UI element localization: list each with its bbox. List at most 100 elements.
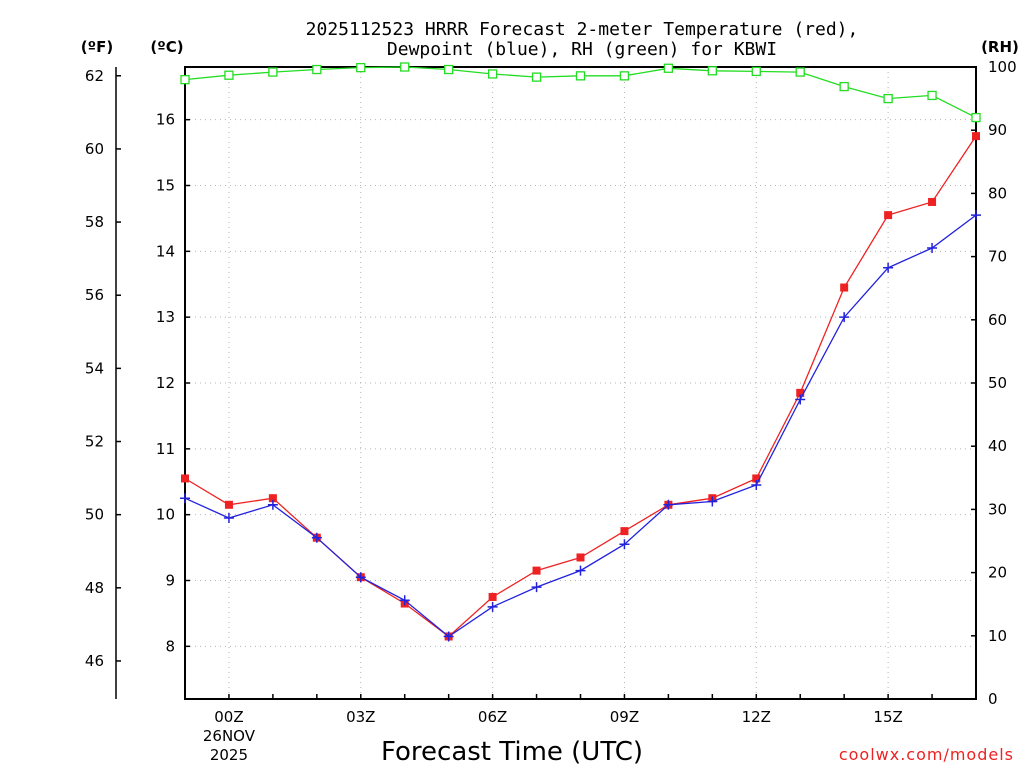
fahrenheit-tick-label: 52 [85, 433, 104, 451]
fahrenheit-tick-label: 50 [85, 506, 104, 524]
rh-tick-label: 80 [988, 184, 1007, 202]
fahrenheit-tick-label: 54 [85, 359, 104, 377]
temperature-point [972, 132, 980, 141]
dewpoint-point [795, 394, 806, 405]
temperature-point [840, 283, 849, 292]
temperature-point [181, 474, 189, 483]
celsius-tick-label: 14 [156, 242, 175, 260]
rh-point [575, 71, 586, 81]
rh-tick-label: 100 [988, 58, 1017, 76]
temperature-point [928, 197, 937, 206]
dewpoint-point [663, 499, 674, 510]
celsius-tick-label: 8 [165, 637, 175, 655]
fahrenheit-tick-label: 58 [85, 213, 104, 231]
celsius-tick-label: 12 [156, 374, 175, 392]
dewpoint-point [223, 512, 234, 523]
dewpoint-point [399, 595, 410, 606]
rh-point [312, 64, 322, 75]
dewpoint-point [487, 601, 498, 612]
rh-point [356, 62, 366, 73]
series-rh [180, 62, 981, 123]
rh-point [795, 67, 805, 77]
labels: 2025112523 HRRR Forecast 2-meter Tempera… [81, 19, 1019, 767]
rh-point [663, 63, 674, 73]
x-year-label: 2025 [210, 746, 248, 764]
rh-point [180, 74, 190, 85]
rh-tick-label: 10 [988, 627, 1007, 645]
temperature-point [620, 527, 629, 536]
dewpoint-point [355, 572, 366, 583]
temperature-point [268, 494, 277, 503]
rh-tick-label: 60 [988, 311, 1007, 329]
rh-point [707, 66, 717, 76]
celsius-tick-label: 10 [156, 506, 175, 524]
fahrenheit-tick-label: 46 [85, 652, 104, 670]
rh-point [971, 112, 981, 123]
series-dewpoint [180, 210, 981, 642]
fahrenheit-axis-label: (ºF) [81, 38, 113, 56]
series-temperature [181, 132, 980, 641]
series-layer [180, 62, 981, 642]
celsius-tick-label: 9 [165, 572, 175, 590]
dewpoint-point [267, 499, 278, 510]
rh-tick-label: 20 [988, 564, 1007, 582]
rh-point [400, 62, 410, 72]
temperature-point [224, 500, 233, 509]
chart-title-line2: Dewpoint (blue), RH (green) for KBWI [387, 39, 777, 60]
dewpoint-point [311, 532, 322, 543]
fahrenheit-tick-label: 48 [85, 579, 104, 597]
celsius-tick-label: 11 [156, 440, 175, 458]
rh-point [444, 64, 454, 75]
rh-point [224, 70, 234, 80]
x-tick-label: 00Z [214, 708, 243, 726]
rh-tick-label: 40 [988, 437, 1007, 455]
celsius-axis-label: (ºC) [150, 38, 183, 56]
dewpoint-point [707, 496, 718, 507]
x-tick-label: 15Z [873, 708, 902, 726]
temperature-point [796, 388, 805, 397]
dewpoint-point [619, 539, 630, 550]
dewpoint-point [751, 480, 762, 491]
rh-point [883, 93, 893, 104]
temperature-point [576, 553, 585, 562]
rh-tick-label: 0 [988, 690, 998, 708]
fahrenheit-tick-label: 60 [85, 140, 104, 158]
rh-point [751, 66, 761, 77]
x-axis-label: Forecast Time (UTC) [381, 737, 643, 767]
dewpoint-point [575, 565, 586, 576]
temperature-point [752, 474, 761, 483]
rh-tick-label: 70 [988, 248, 1007, 266]
x-date-label: 26NOV [203, 727, 256, 745]
rh-point [268, 67, 278, 77]
rh-point [619, 71, 630, 81]
x-tick-label: 03Z [346, 708, 375, 726]
grid-lines [185, 67, 976, 699]
temperature-point [884, 211, 893, 220]
dewpoint-point [839, 312, 850, 323]
x-tick-label: 06Z [478, 708, 507, 726]
fahrenheit-tick-label: 62 [85, 67, 104, 85]
rh-point [531, 72, 542, 82]
dewpoint-point [180, 493, 190, 504]
axes: 46 48 50 52 54 56 58 60 62 8 9 10 11 12 13 14 15 16 0 10 20 3… [85, 58, 1017, 764]
temperature-point [488, 592, 497, 601]
temperature-point [532, 566, 541, 575]
credit-link[interactable]: coolwx.com/models [839, 745, 1014, 764]
celsius-tick-label: 16 [156, 111, 175, 129]
rh-tick-label: 30 [988, 500, 1007, 518]
rh-point [839, 81, 849, 92]
dewpoint-point [971, 210, 981, 221]
dewpoint-point [531, 582, 542, 593]
x-tick-label: 12Z [742, 708, 771, 726]
dewpoint-point [443, 631, 454, 642]
rh-point [927, 90, 937, 101]
dewpoint-point [883, 262, 894, 273]
rh-tick-label: 90 [988, 121, 1007, 139]
chart-title: 2025112523 HRRR Forecast 2-meter Tempera… [306, 19, 859, 40]
celsius-tick-label: 13 [156, 308, 175, 326]
x-tick-label: 09Z [610, 708, 639, 726]
rh-axis-label: (RH) [981, 38, 1019, 56]
celsius-tick-label: 15 [156, 177, 175, 195]
rh-point [487, 69, 498, 79]
